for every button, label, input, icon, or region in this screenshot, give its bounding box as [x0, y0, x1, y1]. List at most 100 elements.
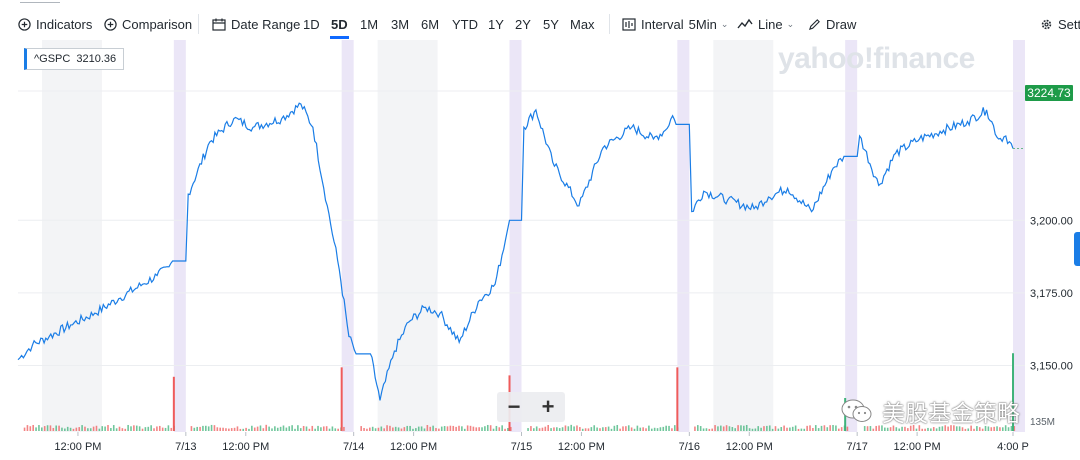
- volume-bar: [69, 427, 72, 431]
- volume-bar: [199, 426, 201, 431]
- volume-bar: [452, 425, 455, 431]
- volume-bar: [265, 424, 268, 431]
- volume-bar: [774, 426, 777, 431]
- volume-bar: [783, 425, 785, 431]
- volume-bar: [138, 426, 141, 431]
- volume-bar: [443, 426, 446, 431]
- range-ytd[interactable]: YTD: [452, 16, 478, 32]
- volume-bar: [256, 426, 259, 431]
- volume-bar: [604, 427, 607, 431]
- volume-bar: [576, 425, 578, 431]
- volume-bar: [955, 426, 958, 431]
- extended-hours-band: [677, 40, 690, 432]
- extended-hours-band: [173, 40, 186, 432]
- volume-bar: [271, 428, 273, 431]
- volume-bar: [190, 426, 193, 431]
- volume-bar: [64, 428, 66, 431]
- volume-bar: [639, 427, 642, 431]
- volume-bar: [406, 425, 409, 431]
- extended-hours-band: [1013, 40, 1025, 432]
- volume-bar: [768, 425, 771, 431]
- range-5d[interactable]: 5D: [330, 14, 349, 39]
- range-6m[interactable]: 6M: [421, 16, 440, 32]
- volume-bar: [987, 426, 990, 431]
- volume-bar: [711, 428, 713, 431]
- volume-bar: [202, 425, 204, 431]
- volume-bar: [579, 427, 581, 431]
- volume-bar: [423, 428, 426, 431]
- settings-label: Sett: [1058, 16, 1080, 32]
- date-range-button[interactable]: Date Range: [212, 14, 300, 34]
- pencil-icon: [808, 18, 820, 30]
- comparison-button[interactable]: Comparison: [104, 14, 192, 34]
- volume-bar: [970, 425, 972, 431]
- volume-bar: [650, 428, 653, 431]
- volume-bar: [697, 425, 699, 431]
- indicators-button[interactable]: Indicators: [18, 14, 92, 34]
- volume-bar: [573, 426, 575, 431]
- volume-axis-label: 135M: [1030, 417, 1056, 428]
- settings-button[interactable]: Sett: [1040, 14, 1080, 34]
- volume-bar: [377, 427, 380, 431]
- draw-button[interactable]: Draw: [808, 14, 856, 34]
- date-range-label: Date Range: [231, 16, 301, 32]
- volume-bar: [170, 427, 173, 431]
- volume-bar: [714, 425, 716, 431]
- interval-button[interactable]: Interval 5Min ⌄: [622, 14, 728, 34]
- volume-bar: [133, 425, 135, 431]
- volume-bar: [489, 425, 492, 431]
- volume-bar: [547, 424, 549, 431]
- volume-bar: [722, 426, 725, 431]
- volume-bar: [766, 425, 768, 431]
- volume-bar: [239, 428, 242, 431]
- volume-bar: [84, 426, 86, 431]
- volume-bar: [374, 428, 377, 431]
- range-5y[interactable]: 5Y: [543, 16, 559, 32]
- volume-bar: [432, 425, 434, 431]
- volume-bar: [872, 428, 875, 431]
- session-shading: [41, 40, 1025, 432]
- range-1m[interactable]: 1M: [360, 16, 379, 32]
- volume-bar: [751, 428, 754, 431]
- gear-icon: [1041, 19, 1052, 29]
- volume-bar: [642, 427, 644, 431]
- session-band: [41, 40, 102, 432]
- volume-bar: [832, 425, 834, 431]
- volume-bar: [806, 425, 808, 431]
- volume-bar: [156, 426, 158, 431]
- volume-bar: [233, 427, 236, 431]
- side-panel-tab[interactable]: [1074, 232, 1080, 266]
- volume-bar: [26, 425, 29, 431]
- interval-value: 5Min: [688, 16, 717, 32]
- indicators-label: Indicators: [36, 16, 93, 32]
- zoom-in-button[interactable]: +: [541, 394, 555, 419]
- y-tick-label: 3,150.00: [1030, 361, 1073, 373]
- wechat-watermark: 美股基金策略: [840, 396, 1020, 426]
- symbol-legend[interactable]: ^GSPC 3210.36: [24, 48, 125, 70]
- chart-type-button[interactable]: Line ⌄: [737, 14, 794, 34]
- volume-bar: [999, 427, 1001, 431]
- range-1d[interactable]: 1D: [303, 16, 320, 32]
- volume-bar: [507, 428, 509, 431]
- volume-bar: [564, 425, 567, 431]
- volume-bar: [921, 428, 924, 431]
- volume-bar: [87, 428, 89, 431]
- range-2y[interactable]: 2Y: [515, 16, 531, 32]
- volume-bar: [610, 428, 613, 431]
- volume-bar: [222, 427, 224, 431]
- range-max[interactable]: Max: [570, 16, 595, 32]
- volume-bar: [158, 425, 161, 431]
- plus-circle-icon: [18, 17, 31, 31]
- volume-bar: [892, 425, 895, 431]
- range-1y[interactable]: 1Y: [488, 16, 504, 32]
- volume-bar: [46, 425, 49, 431]
- volume-bar: [455, 426, 457, 431]
- volume-bar: [78, 427, 81, 431]
- volume-bar: [760, 427, 762, 431]
- volume-bar: [645, 428, 647, 431]
- range-3m[interactable]: 3M: [391, 16, 410, 32]
- volume-bar: [602, 427, 604, 431]
- volume-bar: [115, 428, 118, 431]
- zoom-out-button[interactable]: −: [507, 394, 521, 419]
